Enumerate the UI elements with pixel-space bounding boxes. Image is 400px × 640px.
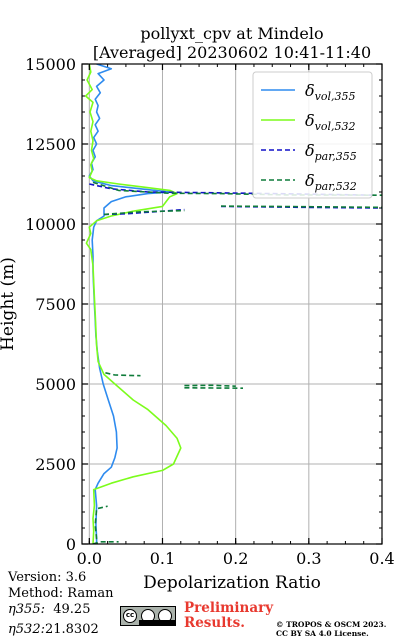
y-tick-label: 10000	[25, 215, 76, 234]
x-tick-label: 0.1	[150, 549, 175, 568]
version-text: Version: 3.6	[8, 570, 87, 585]
y-tick-label: 15000	[25, 55, 76, 74]
legend-label: δvol,355	[305, 81, 356, 103]
y-axis-label: Height (m)	[0, 257, 18, 351]
series-line	[88, 64, 171, 544]
copyright-line1: © TROPOS & OSCM 2023.	[276, 620, 387, 629]
series-line	[105, 372, 141, 377]
y-tick-label: 7500	[35, 295, 76, 314]
x-axis-label: Depolarization Ratio	[143, 573, 321, 593]
chart-title-line1: pollyxt_cpv at Mindelo	[140, 24, 324, 43]
legend-label: δpar,532	[305, 171, 357, 193]
eta355-line: η355: 49.25	[8, 602, 90, 618]
x-tick-label: 0.4	[369, 549, 394, 568]
eta532-line: η532:21.8302	[8, 622, 99, 638]
method-text: Method: Raman	[8, 586, 114, 601]
x-tick-label: 0.2	[223, 549, 248, 568]
legend-label: δpar,355	[305, 141, 357, 163]
series-line	[103, 209, 185, 216]
preliminary-line1: Preliminary	[184, 600, 274, 616]
copyright-line2: CC BY SA 4.0 License.	[276, 629, 369, 638]
chart-title-line2: [Averaged] 20230602 10:41-11:40	[92, 43, 372, 62]
cc-by-sa-badge-icon: cc	[120, 606, 176, 626]
y-tick-label: 5000	[35, 375, 76, 394]
x-tick-label: 0.3	[296, 549, 321, 568]
preliminary-line2: Results.	[184, 615, 245, 631]
cc-icon: cc	[123, 609, 137, 623]
eta355-label: η355:	[8, 602, 45, 617]
y-tick-label: 12500	[25, 135, 76, 154]
series-line	[84, 64, 182, 544]
series-line	[94, 505, 108, 540]
series-line	[92, 541, 119, 544]
y-tick-label: 0	[66, 535, 76, 554]
series-line	[220, 205, 382, 209]
eta532-value: 21.8302	[44, 622, 99, 637]
eta532-label: η532:	[8, 622, 45, 637]
copyright-notice: © TROPOS & OSCM 2023. CC BY SA 4.0 Licen…	[276, 620, 386, 638]
x-tick-label: 0.0	[77, 549, 102, 568]
eta355-value: 49.25	[53, 602, 91, 617]
series-line	[184, 384, 236, 387]
preliminary-notice: Preliminary Results.	[184, 601, 273, 631]
legend-box	[252, 71, 373, 199]
y-tick-label: 2500	[35, 455, 76, 474]
legend-label: δvol,532	[305, 111, 356, 133]
